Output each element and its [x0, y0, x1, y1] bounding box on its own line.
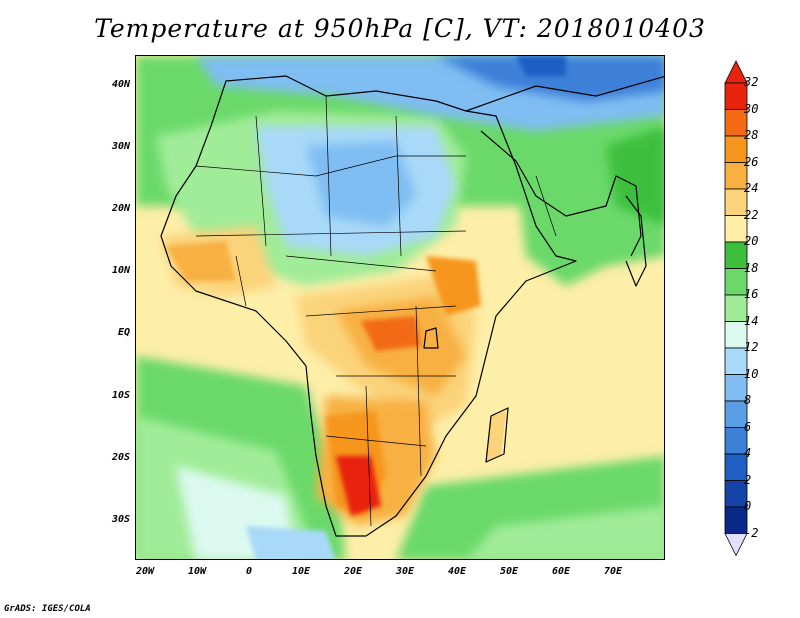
black-sea-cold-patch	[516, 56, 566, 76]
india-warm-green-field	[606, 126, 664, 226]
lat-label-20n: 20N	[111, 203, 130, 214]
colorbar-tick-label: 28	[744, 128, 759, 142]
south-atlantic-blue-patch	[246, 526, 336, 559]
madagascar-field	[486, 411, 506, 461]
colorbar-tick-label: 6	[744, 419, 752, 434]
temperature-map	[135, 55, 665, 560]
india-coastline	[625, 195, 647, 287]
colorbar-tick-label: 2	[744, 472, 752, 487]
lon-label-60e: 60E	[551, 566, 571, 577]
west-africa-hot-field	[166, 241, 236, 281]
lat-label-10s: 10S	[111, 390, 130, 401]
south-indian-colder-field	[467, 506, 664, 559]
colorbar-tick-label: 26	[744, 154, 759, 169]
map-canvas	[136, 56, 664, 559]
lon-label-0: 0	[245, 566, 253, 577]
coastlines	[160, 75, 664, 537]
ethiopia-hot-field	[426, 256, 481, 316]
map-title: Temperature at 950hPa [C], VT: 201801040…	[94, 14, 706, 43]
lat-label-30s: 30S	[111, 514, 130, 525]
lon-label-40e: 40E	[447, 566, 467, 577]
colorbar-min-arrow	[724, 533, 748, 557]
colorbar-tick-label: 0	[744, 499, 752, 513]
lat-label-eq: EQ	[117, 327, 130, 338]
colorbar-tick-label: 30	[744, 101, 759, 116]
colorbar-tick-label: 20	[744, 234, 759, 248]
colorbar-tick-label: 14	[744, 313, 759, 328]
colorbar-tick-label: 8	[744, 393, 752, 407]
madagascar-coastline	[485, 407, 509, 463]
lon-label-10w: 10W	[187, 566, 207, 577]
lon-label-70e: 70E	[603, 566, 623, 577]
lat-label-40n: 40N	[111, 79, 130, 90]
colorbar-tick-label: 12	[744, 340, 759, 354]
lake-victoria	[423, 327, 439, 349]
congo-hot-patch	[361, 316, 421, 351]
lon-label-50e: 50E	[499, 566, 519, 577]
lat-label-20s: 20S	[111, 452, 130, 463]
country-borders	[195, 95, 557, 527]
arabia-coastline	[480, 130, 642, 257]
lon-label-10e: 10E	[291, 566, 311, 577]
europe-colder-field	[436, 56, 664, 101]
colorbar-tick-label: 32	[744, 75, 759, 89]
lat-label-10n: 10N	[111, 265, 130, 276]
africa-coastline	[160, 75, 577, 537]
colorbar-tick-label: 4	[744, 446, 752, 460]
colorbar-tick-label: 24	[744, 181, 759, 195]
colorbar-tick-label: 10	[744, 366, 759, 381]
namibia-hottest-patch	[336, 456, 381, 516]
colorbar-tick-label: 22	[744, 207, 759, 222]
lat-label-30n: 30N	[111, 141, 130, 152]
colorbar-tick-label: 18	[744, 260, 759, 275]
europe-asia-coastline	[465, 75, 664, 112]
lon-label-20e: 20E	[343, 566, 363, 577]
colorbar	[724, 60, 748, 557]
sahara-colder-field	[306, 141, 416, 226]
colorbar-tick-label: 16	[744, 287, 759, 301]
lon-label-30e: 30E	[395, 566, 415, 577]
grads-credit: GrADS: IGES/COLA	[4, 604, 91, 614]
colorbar-tick-label: -2	[744, 525, 759, 540]
lon-label-20w: 20W	[135, 566, 155, 577]
